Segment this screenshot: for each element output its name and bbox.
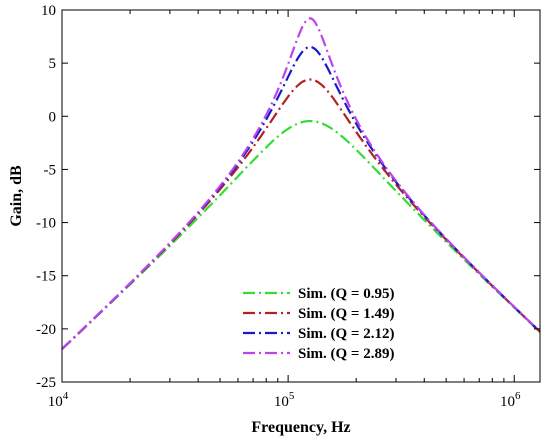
y-tick-label: -10 [36, 216, 56, 232]
legend-label-1: Sim. (Q = 0.95) [298, 286, 394, 302]
y-tick-label: -20 [36, 322, 56, 338]
x-tick-exponent: 4 [63, 390, 69, 402]
x-tick-label: 104 [48, 390, 69, 410]
x-tick-base: 10 [274, 394, 289, 410]
x-tick-exponent: 5 [289, 390, 295, 402]
legend-label-2: Sim. (Q = 1.49) [298, 306, 394, 322]
legend-label-4: Sim. (Q = 2.89) [298, 346, 394, 362]
series-line-1 [61, 119, 541, 350]
plot-area-frame [61, 9, 541, 383]
x-tick-exponent: 6 [515, 390, 521, 402]
y-tick-label: 10 [41, 3, 56, 19]
x-tick-label: 106 [500, 390, 521, 410]
x-tick-base: 10 [48, 394, 63, 410]
series-layer [61, 17, 541, 350]
y-tick-label: -15 [36, 269, 56, 285]
y-tick-label: 5 [49, 56, 57, 72]
legend-box [236, 276, 420, 362]
x-tick-label: 105 [274, 390, 295, 410]
series-line-4 [61, 17, 541, 350]
legend-label-3: Sim. (Q = 2.12) [298, 326, 394, 342]
legend: Sim. (Q = 0.95) Sim. (Q = 1.49) Sim. (Q = … [236, 276, 420, 362]
y-tick-label: -25 [36, 375, 56, 391]
y-axis-label: Gain, dB [8, 165, 25, 227]
x-tick-base: 10 [500, 394, 515, 410]
y-tick-label: 0 [49, 109, 57, 125]
x-axis-label: Frequency, Hz [251, 419, 350, 436]
y-tick-label: -5 [44, 162, 57, 178]
